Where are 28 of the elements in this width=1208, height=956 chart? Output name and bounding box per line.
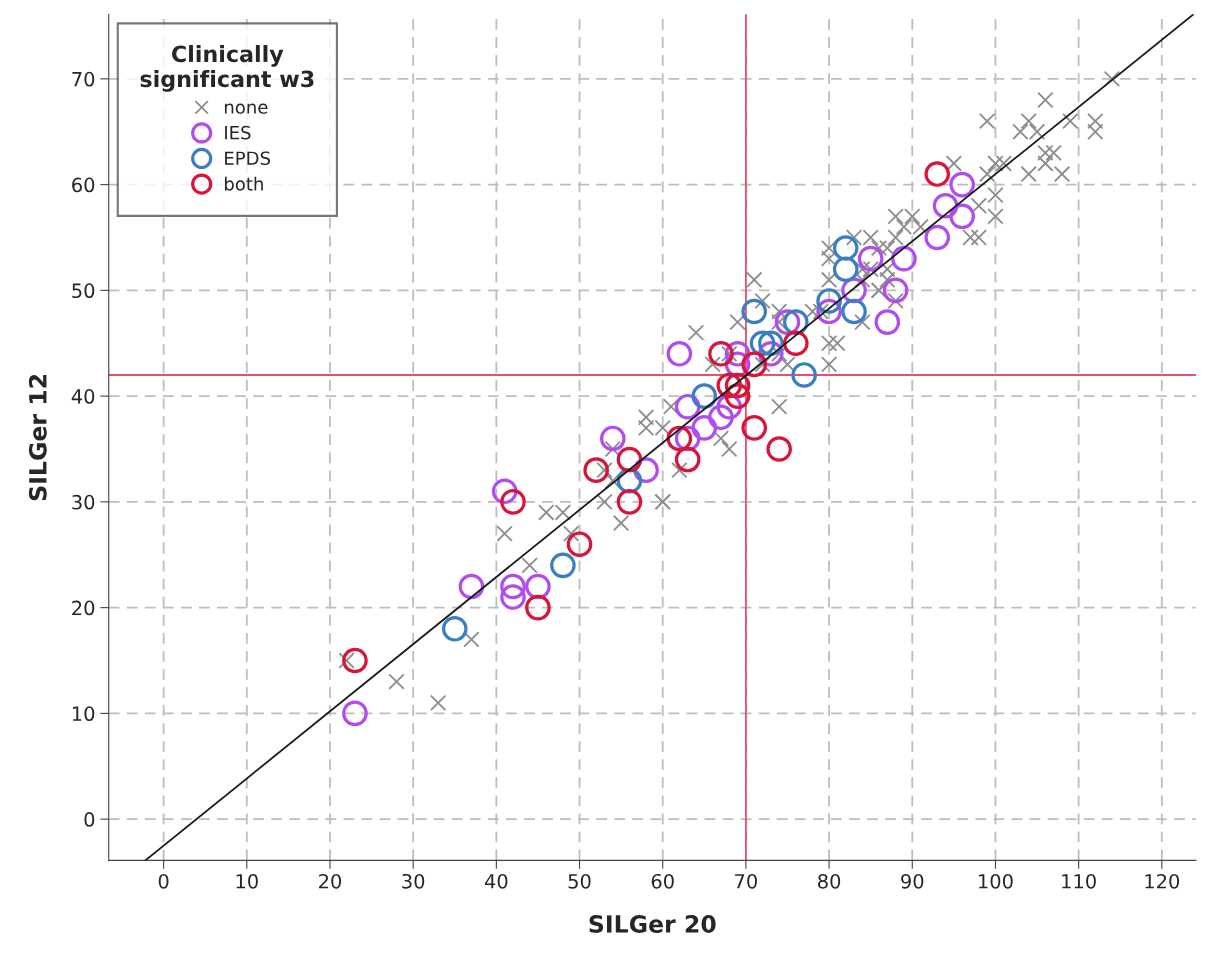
y-tick-label: 10 (72, 706, 95, 722)
y-tick-label: 60 (72, 177, 95, 193)
x-tick-label: 60 (651, 873, 674, 889)
x-tick-label: 0 (158, 873, 169, 889)
x-tick-label: 110 (1062, 873, 1096, 889)
x-tick-label: 50 (568, 873, 591, 889)
legend-label: EPDS (225, 151, 271, 166)
x-axis-title: SILGer 20 (589, 915, 716, 933)
y-axis-title: SILGer 12 (28, 374, 47, 501)
y-tick-label: 40 (71, 389, 95, 404)
x-tick-label: 120 (1145, 873, 1180, 889)
x-tick-label: 10 (236, 873, 258, 889)
y-tick-label: 70 (72, 71, 95, 87)
y-tick-label: 30 (72, 494, 95, 510)
x-tick-label: 20 (319, 873, 342, 889)
legend-label: IES (225, 125, 251, 140)
y-tick-label: 50 (72, 283, 95, 299)
legend-label: none (224, 103, 268, 114)
y-tick-label: 20 (72, 600, 95, 616)
x-tick-label: 90 (901, 873, 924, 889)
x-tick-label: 80 (818, 873, 841, 889)
x-tick-label: 70 (735, 873, 757, 889)
x-tick-label: 100 (979, 873, 1013, 889)
legend-title: Clinically significant w3 (140, 45, 314, 92)
x-tick-label: 40 (484, 873, 508, 889)
y-tick-label: 0 (84, 812, 95, 827)
x-tick-label: 30 (402, 873, 425, 889)
legend-label: both (224, 176, 263, 191)
